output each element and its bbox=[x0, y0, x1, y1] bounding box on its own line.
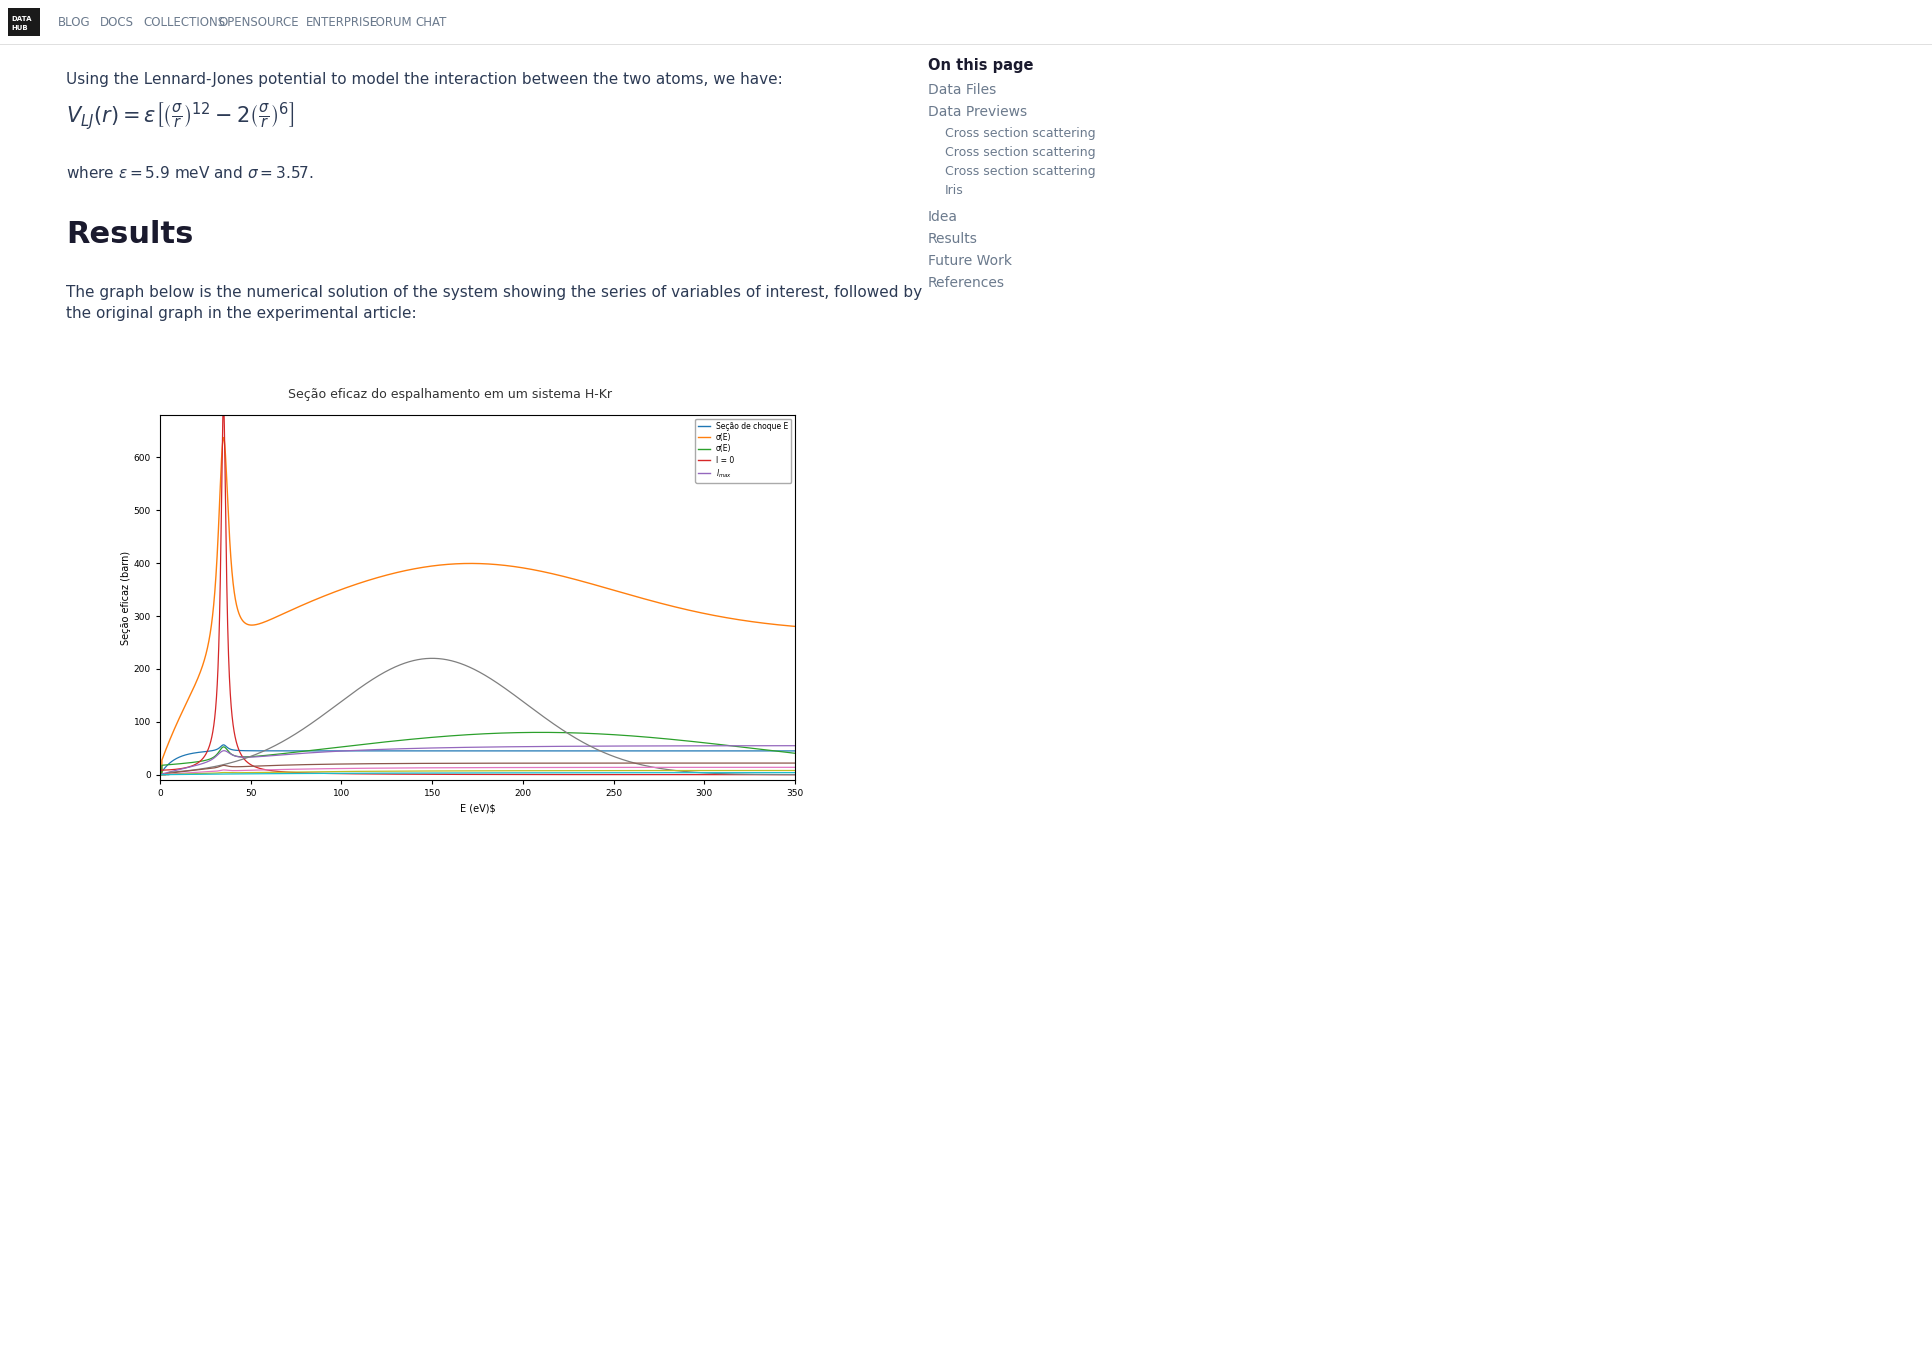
Seção de choque E bbox=[622, 743, 645, 760]
σ(E) bbox=[149, 767, 172, 783]
Text: On this page: On this page bbox=[927, 59, 1034, 74]
Text: References: References bbox=[927, 276, 1005, 291]
Seção de choque E bbox=[670, 743, 694, 760]
Text: COLLECTIONS: COLLECTIONS bbox=[143, 16, 226, 30]
Text: OPENSOURCE: OPENSOURCE bbox=[218, 16, 299, 30]
Text: where $\epsilon = 5.9$ meV and $\sigma = 3.57$.: where $\epsilon = 5.9$ meV and $\sigma =… bbox=[66, 165, 313, 181]
σ(E) bbox=[782, 618, 806, 634]
$l_{max}$ bbox=[670, 738, 694, 754]
$l_{max}$ bbox=[529, 738, 553, 754]
l = 0 bbox=[149, 762, 172, 779]
Text: ENTERPRISE: ENTERPRISE bbox=[305, 16, 379, 30]
Text: FORUM: FORUM bbox=[371, 16, 413, 30]
Text: Idea: Idea bbox=[927, 210, 958, 224]
σ(E) bbox=[265, 746, 288, 762]
l = 0 bbox=[529, 767, 553, 783]
σ(E) bbox=[149, 767, 172, 783]
Seção de choque E bbox=[149, 765, 172, 782]
l = 0 bbox=[265, 762, 288, 779]
$l_{max}$ bbox=[265, 747, 288, 764]
Y-axis label: Seção eficaz (barn): Seção eficaz (barn) bbox=[122, 551, 131, 645]
l = 0 bbox=[622, 767, 645, 783]
Text: Cross section scattering: Cross section scattering bbox=[945, 165, 1095, 177]
Text: Results: Results bbox=[927, 232, 978, 246]
Text: BLOG: BLOG bbox=[58, 16, 91, 30]
Bar bbox=[0, 0, 1932, 45]
Line: $l_{max}$: $l_{max}$ bbox=[160, 746, 794, 775]
$l_{max}$ bbox=[392, 741, 415, 757]
Text: Data Files: Data Files bbox=[927, 83, 997, 97]
σ(E) bbox=[782, 745, 806, 761]
Line: Seção de choque E: Seção de choque E bbox=[160, 745, 794, 773]
$l_{max}$ bbox=[782, 738, 806, 754]
Seção de choque E bbox=[265, 742, 288, 758]
σ(E) bbox=[213, 430, 236, 446]
Seção de choque E bbox=[529, 743, 553, 760]
σ(E) bbox=[562, 724, 585, 741]
Line: l = 0: l = 0 bbox=[160, 404, 794, 775]
$l_{max}$ bbox=[149, 767, 172, 783]
Text: DATA: DATA bbox=[12, 16, 31, 22]
Text: $V_{LJ}(r) = \epsilon \left[\left(\frac{\sigma}{r}\right)^{12} - 2\left(\frac{\s: $V_{LJ}(r) = \epsilon \left[\left(\frac{… bbox=[66, 100, 296, 132]
l = 0 bbox=[213, 396, 236, 412]
Text: Results: Results bbox=[66, 220, 193, 250]
$l_{max}$ bbox=[562, 738, 585, 754]
σ(E) bbox=[670, 600, 694, 617]
Seção de choque E bbox=[782, 743, 806, 760]
Text: the original graph in the experimental article:: the original graph in the experimental a… bbox=[66, 306, 417, 321]
Bar bbox=[8, 8, 41, 35]
σ(E) bbox=[622, 588, 645, 604]
Seção de choque E bbox=[392, 743, 415, 760]
Text: Using the Lennard-Jones potential to model the interaction between the two atoms: Using the Lennard-Jones potential to mod… bbox=[66, 72, 782, 87]
σ(E) bbox=[562, 570, 585, 587]
$l_{max}$ bbox=[622, 738, 645, 754]
σ(E) bbox=[529, 724, 553, 741]
Text: Cross section scattering: Cross section scattering bbox=[945, 127, 1095, 140]
Text: Iris: Iris bbox=[945, 184, 964, 196]
Legend: Seção de choque E, σ(E), σ(E), l = 0, $l_{max}$: Seção de choque E, σ(E), σ(E), l = 0, $l… bbox=[696, 419, 792, 483]
Text: HUB: HUB bbox=[12, 25, 27, 31]
Line: σ(E): σ(E) bbox=[160, 732, 794, 775]
σ(E) bbox=[392, 732, 415, 749]
σ(E) bbox=[670, 732, 694, 749]
l = 0 bbox=[782, 767, 806, 783]
σ(E) bbox=[392, 563, 415, 580]
Text: Cross section scattering: Cross section scattering bbox=[945, 146, 1095, 160]
l = 0 bbox=[392, 767, 415, 783]
l = 0 bbox=[670, 767, 694, 783]
Line: σ(E): σ(E) bbox=[160, 438, 794, 775]
Seção de choque E bbox=[213, 737, 236, 753]
Seção de choque E bbox=[562, 743, 585, 760]
Text: CHAT: CHAT bbox=[415, 16, 446, 30]
X-axis label: E (eV)$: E (eV)$ bbox=[460, 803, 495, 813]
Text: Seção eficaz do espalhamento em um sistema H-Kr: Seção eficaz do espalhamento em um siste… bbox=[288, 387, 612, 401]
σ(E) bbox=[529, 563, 553, 580]
Text: Data Previews: Data Previews bbox=[927, 105, 1028, 119]
Text: DOCS: DOCS bbox=[100, 16, 133, 30]
l = 0 bbox=[562, 767, 585, 783]
Text: The graph below is the numerical solution of the system showing the series of va: The graph below is the numerical solutio… bbox=[66, 285, 922, 300]
Text: Future Work: Future Work bbox=[927, 254, 1012, 267]
σ(E) bbox=[622, 728, 645, 745]
σ(E) bbox=[265, 608, 288, 625]
σ(E) bbox=[529, 724, 553, 741]
